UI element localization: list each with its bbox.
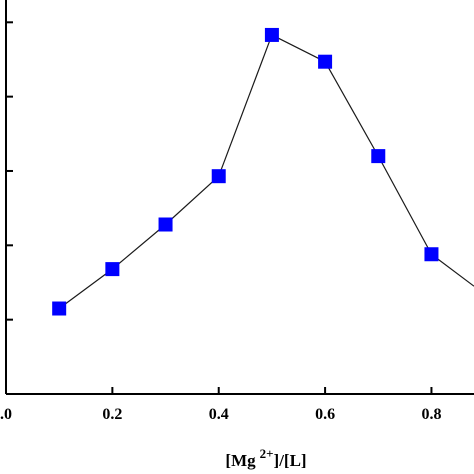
data-point bbox=[264, 27, 279, 42]
x-axis-title-suffix: ]/[L] bbox=[274, 451, 307, 470]
data-point bbox=[158, 217, 173, 232]
data-point bbox=[105, 262, 120, 277]
data-point bbox=[211, 169, 226, 184]
series-0-segment-4 bbox=[271, 34, 326, 63]
series-0-segment-1 bbox=[111, 224, 166, 270]
series-0-segment-6 bbox=[377, 155, 432, 255]
x-tick-label-0: .0 bbox=[0, 406, 12, 423]
plot-area bbox=[52, 27, 474, 316]
x-tick-label-4: 0.8 bbox=[421, 406, 441, 423]
data-point bbox=[52, 301, 67, 316]
series-0-segment-0 bbox=[58, 268, 113, 309]
x-tick-label-2: 0.4 bbox=[209, 406, 229, 423]
series-0-segment-5 bbox=[324, 61, 379, 157]
series-0-segment-3 bbox=[218, 34, 273, 177]
data-point bbox=[371, 149, 386, 164]
x-axis-title-prefix: [Mg bbox=[225, 451, 256, 470]
data-point bbox=[424, 247, 439, 262]
axes bbox=[5, 0, 474, 395]
x-tick-label-3: 0.6 bbox=[315, 406, 335, 423]
series-0-segment-2 bbox=[165, 175, 220, 225]
x-tick-label-1: 0.2 bbox=[102, 406, 122, 423]
x-axis-title-superscript: 2+ bbox=[260, 446, 274, 461]
series-0-segment-7 bbox=[431, 253, 474, 287]
x-axis-title: [Mg 2+]/[L] bbox=[225, 446, 306, 470]
data-point bbox=[318, 54, 333, 69]
ticks: .0 0.2 0.4 0.6 0.8 bbox=[0, 21, 441, 423]
